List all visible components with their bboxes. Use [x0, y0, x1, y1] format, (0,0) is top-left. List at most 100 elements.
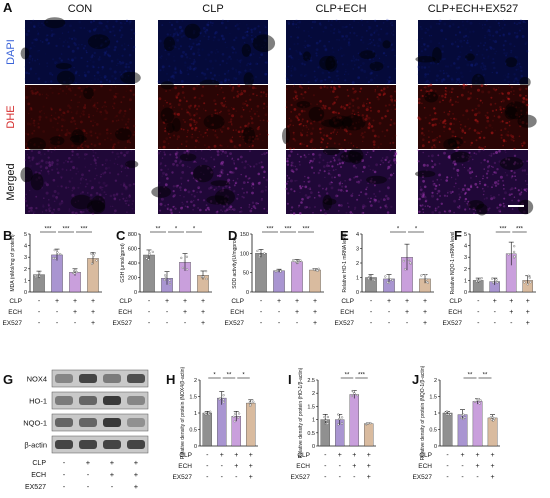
- cell-dot: [48, 206, 52, 210]
- tissue-gap: [302, 51, 311, 62]
- cell-dot: [463, 166, 465, 169]
- cell-dot: [258, 31, 262, 34]
- tissue-gap: [30, 173, 44, 191]
- cell-dot: [286, 202, 289, 205]
- cell-dot: [482, 64, 485, 67]
- treatment-sign: +: [367, 463, 371, 470]
- cell-dot: [65, 186, 68, 189]
- cell-dot: [524, 43, 527, 45]
- tissue-gap: [252, 34, 276, 52]
- cell-dot: [326, 142, 329, 145]
- cell-dot: [373, 134, 377, 138]
- cell-dot: [391, 32, 393, 34]
- data-point: [148, 253, 151, 256]
- cell-dot: [503, 188, 505, 190]
- cell-dot: [480, 65, 483, 68]
- cell-dot: [227, 78, 230, 82]
- cell-dot: [71, 194, 74, 198]
- cell-dot: [181, 171, 185, 174]
- cell-dot: [79, 145, 82, 148]
- significance-label: ***: [80, 227, 88, 233]
- cell-dot: [196, 108, 199, 111]
- cell-dot: [285, 101, 288, 103]
- cell-dot: [479, 99, 482, 102]
- cell-dot: [239, 85, 241, 87]
- cell-dot: [232, 208, 236, 212]
- data-point: [180, 256, 183, 259]
- cell-dot: [193, 96, 196, 99]
- cell-dot: [483, 74, 485, 76]
- cell-dot: [77, 146, 80, 150]
- cell-dot: [303, 181, 305, 183]
- significance-label: ***: [266, 227, 274, 233]
- y-tick-label: 1.5: [189, 395, 197, 401]
- cell-dot: [220, 162, 222, 164]
- cell-dot: [378, 93, 382, 96]
- cell-dot: [53, 210, 56, 212]
- cell-dot: [311, 147, 314, 150]
- cell-dot: [385, 129, 389, 132]
- cell-dot: [125, 90, 128, 93]
- cell-dot: [418, 62, 421, 65]
- cell-dot: [485, 48, 488, 51]
- cell-dot: [463, 35, 466, 38]
- cell-dot: [177, 103, 181, 107]
- cell-dot: [42, 105, 45, 108]
- cell-dot: [95, 123, 99, 126]
- cell-dot: [229, 120, 233, 124]
- tissue-gap: [179, 153, 197, 162]
- cell-dot: [71, 144, 74, 148]
- cell-dot: [469, 21, 473, 25]
- cell-dot: [172, 35, 175, 38]
- cell-dot: [94, 167, 97, 170]
- cell-dot: [204, 77, 207, 80]
- cell-dot: [362, 165, 366, 169]
- cell-dot: [343, 73, 346, 76]
- cell-dot: [159, 69, 162, 72]
- cell-dot: [419, 188, 423, 192]
- cell-dot: [469, 127, 471, 130]
- cell-dot: [359, 179, 362, 182]
- cell-dot: [366, 186, 368, 189]
- cell-dot: [109, 159, 112, 162]
- cell-dot: [97, 78, 99, 80]
- cell-dot: [387, 165, 391, 169]
- cell-dot: [330, 23, 333, 26]
- cell-dot: [483, 183, 487, 187]
- cell-dot: [295, 91, 298, 94]
- cell-dot: [90, 55, 94, 59]
- cell-dot: [195, 150, 197, 152]
- cell-dot: [418, 197, 421, 201]
- cell-dot: [86, 60, 89, 63]
- cell-dot: [263, 107, 265, 109]
- cell-dot: [244, 160, 247, 163]
- cell-dot: [119, 21, 122, 24]
- cell-dot: [485, 172, 489, 175]
- cell-dot: [452, 162, 455, 164]
- cell-dot: [30, 89, 34, 93]
- cell-dot: [315, 48, 319, 51]
- data-point: [350, 394, 353, 398]
- cell-dot: [286, 163, 290, 166]
- cell-dot: [169, 89, 172, 92]
- cell-dot: [476, 131, 480, 135]
- cell-dot: [209, 59, 213, 63]
- cell-dot: [431, 165, 435, 169]
- cell-dot: [124, 123, 128, 126]
- y-tick-label: 400: [128, 261, 137, 267]
- bar: [291, 261, 303, 293]
- cell-dot: [466, 187, 469, 191]
- cell-dot: [347, 41, 351, 44]
- cell-dot: [91, 149, 95, 152]
- cell-dot: [32, 122, 35, 125]
- micrograph-background: [25, 20, 135, 84]
- cell-dot: [454, 162, 457, 166]
- cell-dot: [31, 156, 35, 160]
- cell-dot: [513, 154, 517, 157]
- cell-dot: [255, 87, 257, 89]
- cell-dot: [50, 29, 53, 32]
- cell-dot: [451, 190, 454, 193]
- cell-dot: [129, 89, 133, 92]
- cell-dot: [431, 131, 434, 133]
